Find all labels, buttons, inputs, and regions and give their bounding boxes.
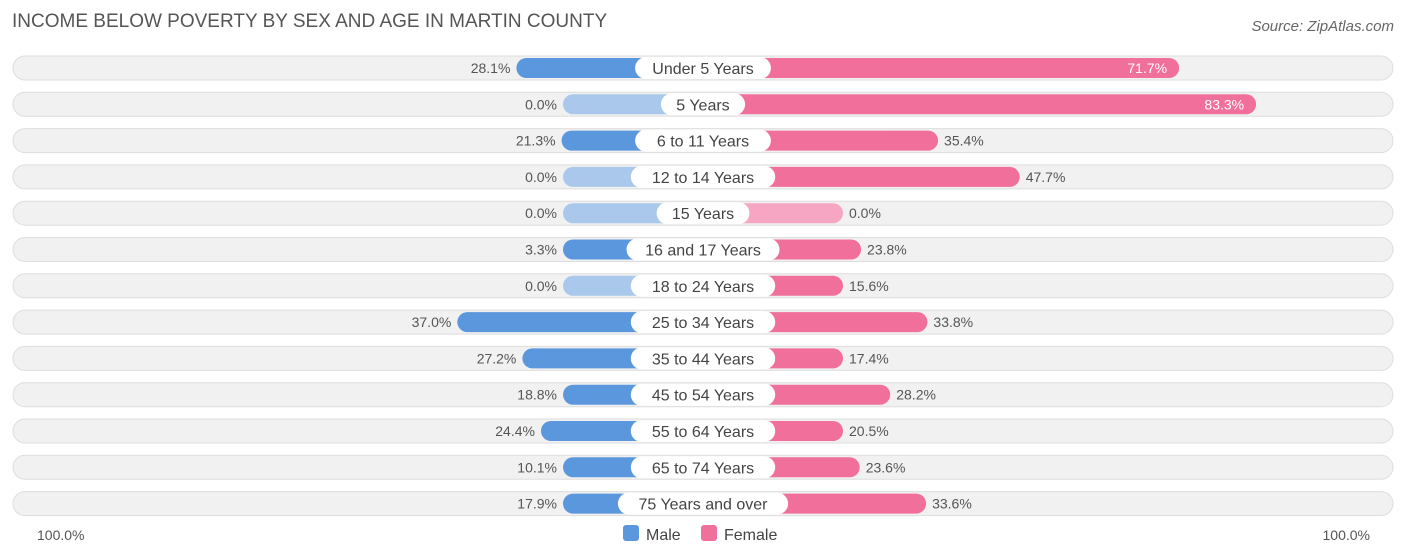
value-label-female: 23.6% [866, 459, 906, 475]
value-label-female: 0.0% [849, 205, 881, 221]
row-9: 18.8% 28.2% 45 to 54 Years [12, 382, 1394, 408]
value-label-female: 20.5% [849, 423, 889, 439]
legend-swatch-female [701, 525, 717, 541]
value-label-female: 83.3% [1204, 96, 1244, 112]
category-pill [630, 347, 776, 370]
bar-female [703, 94, 1257, 115]
legend: Male Female [623, 525, 777, 544]
category-label: 5 Years [676, 97, 729, 114]
legend-label-female: Female [724, 527, 777, 544]
category-label: 55 to 64 Years [652, 424, 754, 441]
chart-source: Source: ZipAtlas.com [1251, 18, 1394, 35]
category-pill [630, 456, 776, 479]
category-pill [656, 202, 750, 225]
value-label-female: 17.4% [849, 350, 889, 366]
chart-rows: 28.1% 71.7% Under 5 Years 0.0% 83.3% 5 Years 2… [12, 55, 1394, 517]
value-label-male: 10.1% [517, 459, 557, 475]
value-label-male: 17.9% [517, 496, 557, 512]
row-7: 37.0% 33.8% 25 to 34 Years [12, 309, 1394, 335]
category-pill [635, 129, 771, 152]
value-label-female: 35.4% [944, 133, 984, 149]
category-pill [660, 93, 746, 116]
row-12: 17.9% 33.6% 75 Years and over [12, 491, 1394, 517]
value-label-male: 24.4% [495, 423, 535, 439]
category-pill [626, 238, 780, 261]
value-label-male: 21.3% [516, 133, 556, 149]
category-pill [630, 311, 776, 334]
legend-label-male: Male [646, 527, 681, 544]
row-10: 24.4% 20.5% 55 to 64 Years [12, 418, 1394, 444]
category-pill [635, 57, 771, 79]
value-label-female: 28.2% [896, 387, 936, 403]
value-label-male: 18.8% [517, 387, 557, 403]
category-label: 18 to 24 Years [652, 279, 754, 296]
row-5: 3.3% 23.8% 16 and 17 Years [12, 237, 1394, 262]
value-label-female: 23.8% [867, 242, 907, 258]
value-label-male: 0.0% [525, 278, 557, 294]
value-label-female: 33.6% [932, 496, 972, 512]
value-label-female: 71.7% [1127, 60, 1167, 76]
row-3: 0.0% 47.7% 12 to 14 Years [12, 164, 1394, 190]
row-6: 0.0% 15.6% 18 to 24 Years [12, 273, 1394, 299]
category-pill [630, 383, 776, 406]
value-label-male: 3.3% [525, 242, 557, 258]
category-pill [630, 165, 776, 188]
value-label-female: 15.6% [849, 278, 889, 294]
chart-title: INCOME BELOW POVERTY BY SEX AND AGE IN M… [12, 11, 607, 32]
axis-label-left: 100.0% [37, 527, 84, 543]
axis-label-right: 100.0% [1323, 527, 1370, 543]
category-label: 25 to 34 Years [652, 315, 754, 332]
category-pill [617, 492, 789, 515]
value-label-male: 28.1% [471, 60, 511, 76]
value-label-female: 47.7% [1026, 169, 1066, 185]
value-label-male: 0.0% [525, 169, 557, 185]
category-label: 35 to 44 Years [652, 351, 754, 368]
value-label-male: 37.0% [412, 314, 452, 330]
row-2: 21.3% 35.4% 6 to 11 Years [12, 128, 1394, 154]
category-pill [630, 274, 776, 297]
category-label: 15 Years [672, 206, 734, 223]
category-label: 12 to 14 Years [652, 170, 754, 187]
row-0: 28.1% 71.7% Under 5 Years [12, 55, 1394, 81]
row-8: 27.2% 17.4% 35 to 44 Years [12, 345, 1394, 371]
value-label-male: 0.0% [525, 96, 557, 112]
category-label: 16 and 17 Years [645, 243, 761, 260]
value-label-male: 0.0% [525, 205, 557, 221]
row-1: 0.0% 83.3% 5 Years [12, 91, 1394, 117]
value-label-male: 27.2% [477, 350, 517, 366]
category-label: 6 to 11 Years [657, 134, 749, 151]
row-4: 0.0% 0.0% 15 Years [12, 200, 1394, 226]
category-pill [630, 420, 776, 442]
value-label-female: 33.8% [933, 314, 973, 330]
legend-swatch-male [623, 525, 639, 541]
bar-female [703, 58, 1180, 78]
category-label: 45 to 54 Years [652, 388, 754, 405]
category-label: Under 5 Years [652, 61, 753, 78]
row-11: 10.1% 23.6% 65 to 74 Years [12, 454, 1394, 480]
category-label: 65 to 74 Years [652, 460, 754, 477]
category-label: 75 Years and over [639, 497, 769, 514]
bar-female [703, 166, 1020, 187]
